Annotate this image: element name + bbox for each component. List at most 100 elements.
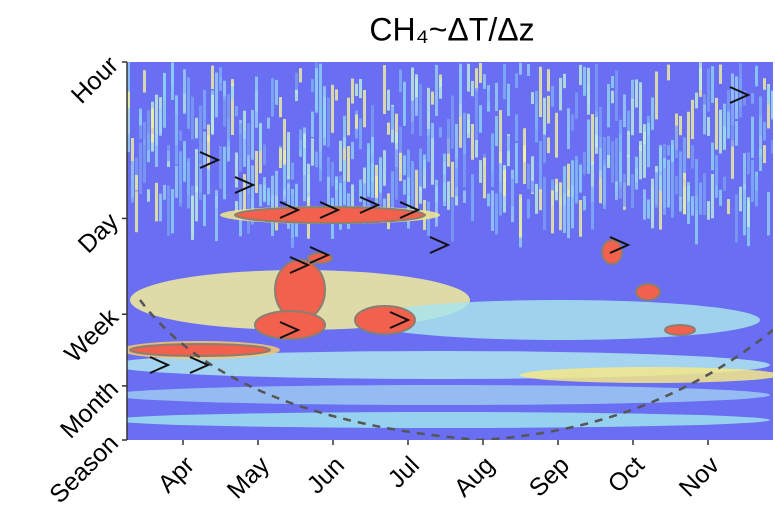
texture [235, 152, 238, 188]
texture [735, 76, 738, 119]
texture [727, 89, 730, 113]
texture [579, 199, 582, 237]
texture [707, 201, 710, 220]
texture [335, 176, 338, 208]
texture [367, 143, 370, 197]
texture [191, 195, 194, 241]
texture [451, 198, 454, 242]
texture [743, 90, 746, 106]
texture [203, 131, 206, 167]
texture [427, 87, 430, 136]
texture [515, 114, 518, 142]
texture [695, 195, 698, 245]
texture [407, 149, 410, 194]
y-tick-label: Season [44, 429, 124, 508]
texture [203, 89, 206, 129]
phase-arrow [359, 196, 381, 214]
texture [595, 63, 598, 118]
texture [471, 124, 474, 160]
texture [131, 137, 134, 179]
texture [311, 138, 314, 166]
texture [495, 82, 498, 112]
texture [675, 125, 678, 158]
texture [451, 95, 454, 149]
texture [547, 95, 550, 124]
texture [707, 117, 710, 136]
x-tick-label: Jul [383, 451, 425, 493]
phase-arrow [609, 236, 631, 254]
texture [235, 106, 238, 117]
texture [435, 186, 438, 227]
texture [207, 168, 210, 195]
texture [691, 196, 694, 216]
texture [219, 146, 222, 189]
texture [547, 137, 550, 154]
texture [291, 162, 294, 180]
y-tick-label: Day [73, 207, 125, 259]
texture [183, 69, 186, 114]
phase-arrow [399, 201, 421, 219]
texture [259, 184, 262, 207]
texture [439, 127, 442, 138]
x-tick-label: Oct [603, 451, 650, 498]
texture [643, 189, 646, 220]
texture [339, 140, 342, 172]
texture [479, 160, 482, 183]
texture [723, 103, 726, 150]
texture [191, 96, 194, 140]
texture [491, 190, 494, 231]
texture [571, 160, 574, 197]
texture [411, 67, 414, 122]
texture [763, 145, 766, 164]
texture [583, 151, 586, 175]
texture [247, 155, 250, 194]
texture [695, 92, 698, 109]
texture [383, 150, 386, 186]
texture [623, 94, 626, 128]
y-tick-label: Hour [66, 51, 124, 109]
texture [483, 74, 486, 89]
texture [355, 114, 358, 129]
texture [539, 189, 542, 211]
texture [615, 138, 618, 191]
texture [703, 104, 706, 135]
texture [135, 175, 138, 191]
texture [631, 99, 634, 136]
texture [535, 183, 538, 214]
texture [639, 82, 642, 134]
texture [323, 106, 326, 138]
texture [619, 133, 622, 189]
texture [335, 89, 338, 101]
texture [175, 165, 178, 198]
texture [143, 121, 146, 146]
texture [599, 106, 602, 148]
texture [435, 179, 438, 203]
texture [187, 158, 190, 209]
texture [591, 114, 594, 165]
texture [263, 144, 266, 165]
texture [755, 65, 758, 87]
texture [427, 128, 430, 162]
texture [467, 113, 470, 138]
texture [667, 159, 670, 208]
texture [695, 158, 698, 211]
texture [519, 62, 522, 75]
x-tick-label: Aug [449, 451, 500, 502]
texture [387, 122, 390, 135]
texture [447, 181, 450, 210]
texture [479, 105, 482, 133]
texture [143, 140, 146, 183]
texture [303, 147, 306, 202]
texture [215, 72, 218, 118]
texture [683, 172, 686, 215]
texture [159, 108, 162, 136]
texture [360, 300, 760, 340]
texture [271, 78, 274, 117]
texture [479, 62, 482, 83]
texture [639, 145, 642, 180]
texture [471, 174, 474, 222]
texture [747, 152, 750, 175]
texture [207, 124, 210, 143]
texture [771, 139, 773, 154]
texture [363, 89, 366, 128]
